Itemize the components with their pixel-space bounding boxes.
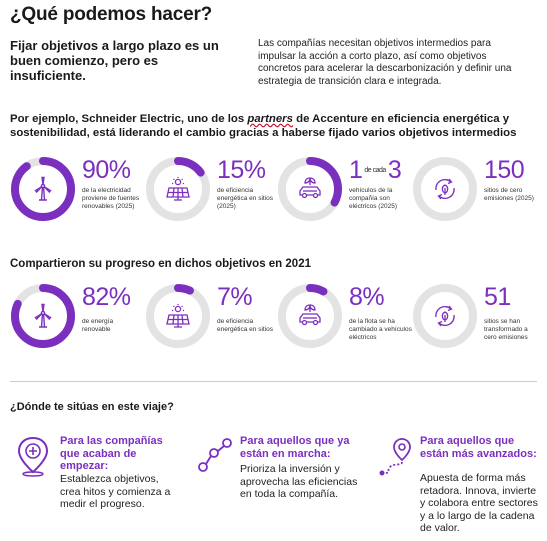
- stat-zero-sites-target: 150 sitios de cero emisiones (2025): [412, 156, 542, 236]
- stage-body: Apuesta de forma más retadora. Innova, i…: [420, 472, 538, 534]
- wind-turbine-icon: [30, 176, 56, 202]
- ring-progress-arc: [146, 284, 210, 348]
- stat-value: 7%: [217, 283, 253, 311]
- ring-svg: [278, 284, 342, 348]
- ring-progress-arc: [11, 157, 75, 221]
- stage-heading: Para aquellos que están más avanzados:: [420, 435, 537, 460]
- recycle-leaf-icon: [432, 303, 458, 329]
- stat-efficiency-target: 15% de eficiencia energética en sitios (…: [145, 156, 275, 236]
- ring-track: [413, 157, 477, 221]
- solar-panel-icon: [165, 303, 191, 329]
- stage-advanced: Para aquellos que están más avanzados: A…: [376, 435, 541, 535]
- stat-caption: de eficiencia energética en sitios (2025…: [217, 187, 274, 210]
- stat-value: 90%: [82, 156, 131, 184]
- ring-track: [413, 284, 477, 348]
- stat-caption: sitios de cero emisiones (2025): [484, 187, 534, 202]
- ring-svg: [11, 284, 75, 348]
- ring-progress-arc: [278, 284, 342, 348]
- stage-heading: Para las compañías que acaban de empezar…: [60, 435, 163, 472]
- ring-svg: [146, 284, 210, 348]
- stat-renewable-2021: 82% de energía renovable: [10, 283, 140, 363]
- stat-value: 82%: [82, 283, 131, 311]
- location-route-icon: [379, 438, 411, 476]
- stage-body: Prioriza la inversión y aprovecha las ef…: [240, 463, 358, 500]
- progress-ring: [277, 283, 343, 349]
- stage-in-progress: Para aquellos que ya están en marcha: Pr…: [196, 435, 366, 535]
- stage-heading: Para aquellos que ya están en marcha:: [240, 435, 350, 460]
- ring-svg: [413, 284, 477, 348]
- electric-car-icon: [297, 176, 323, 202]
- stage-body: Establezca objetivos, crea hitos y comie…: [60, 473, 171, 510]
- stage-beginner: Para las compañías que acaban de empezar…: [14, 435, 184, 535]
- stat-value: 51: [484, 283, 511, 311]
- ring-svg: [146, 157, 210, 221]
- progress-ring: [412, 283, 478, 349]
- wind-turbine-icon: [30, 303, 56, 329]
- stat-caption: de eficiencia energética en sitios: [217, 318, 274, 333]
- ring-progress-arc: [11, 284, 75, 348]
- solar-panel-icon: [165, 176, 191, 202]
- intro-paragraph: Las compañías necesitan objetivos interm…: [258, 38, 512, 87]
- route-nodes-icon: [198, 438, 232, 472]
- progress-ring: [145, 283, 211, 349]
- progress-ring: [277, 156, 343, 222]
- electric-car-icon: [297, 303, 323, 329]
- ring-progress-arc: [146, 157, 210, 221]
- ring-svg: [278, 157, 342, 221]
- location-plus-icon: [17, 436, 49, 477]
- stat-value: 1 de cada3: [349, 156, 402, 184]
- section1-heading: Por ejemplo, Schneider Electric, uno de …: [10, 113, 517, 139]
- stat-value: 150: [484, 156, 525, 184]
- section2-heading: Compartieron su progreso en dichos objet…: [10, 258, 311, 270]
- partners-word: partners: [247, 113, 293, 125]
- ring-svg: [11, 157, 75, 221]
- section3-heading: ¿Dónde te sitúas en este viaje?: [10, 401, 174, 413]
- stat-caption: de energía renovable: [82, 318, 114, 333]
- stat-ev-2021: 8% de la flota se ha cambiado a vehículo…: [277, 283, 412, 363]
- stat-caption: de la electricidad proviene de fuentes r…: [82, 187, 140, 210]
- recycle-leaf-icon: [432, 176, 458, 202]
- stat-ev-target: 1 de cada3 vehículos de la compañía son e…: [277, 156, 407, 236]
- progress-ring: [10, 283, 76, 349]
- page-title: ¿Qué podemos hacer?: [10, 4, 213, 25]
- ring-svg: [413, 157, 477, 221]
- progress-ring: [145, 156, 211, 222]
- lead-statement: Fijar objetivos a largo plazo es un buen…: [10, 38, 219, 83]
- stat-zero-sites-2021: 51 sitios se han transformado a cero emi…: [412, 283, 542, 363]
- progress-row: 82% de energía renovable 7% de eficienci…: [0, 283, 547, 373]
- section-divider: [10, 381, 537, 382]
- ring-progress-arc: [278, 157, 342, 221]
- targets-row: 90% de la electricidad proviene de fuent…: [0, 156, 547, 246]
- stat-renewable-target: 90% de la electricidad proviene de fuent…: [10, 156, 140, 236]
- stat-caption: vehículos de la compañía son eléctricos …: [349, 187, 398, 210]
- progress-ring: [10, 156, 76, 222]
- stat-value: 15%: [217, 156, 266, 184]
- stat-caption: de la flota se ha cambiado a vehículos e…: [349, 318, 412, 341]
- stat-efficiency-2021: 7% de eficiencia energética en sitios: [145, 283, 275, 363]
- stat-caption: sitios se han transformado a cero emisio…: [484, 318, 528, 341]
- stat-value: 8%: [349, 283, 385, 311]
- progress-ring: [412, 156, 478, 222]
